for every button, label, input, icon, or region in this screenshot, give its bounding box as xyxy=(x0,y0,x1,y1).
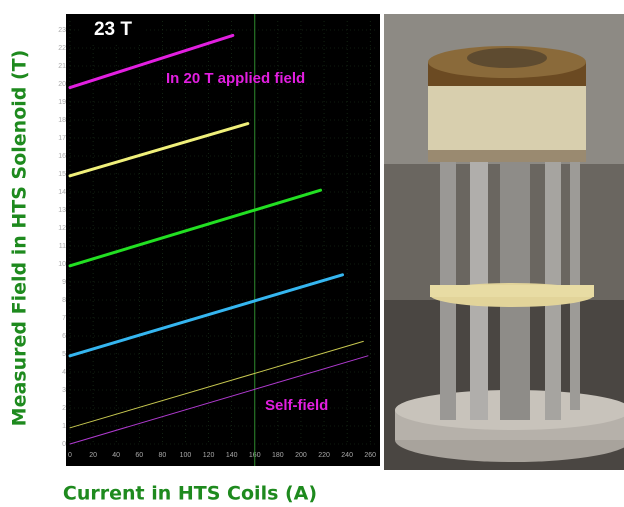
y-tick-label: 17 xyxy=(58,135,66,142)
annotation: 23 T xyxy=(94,19,132,40)
series-line xyxy=(68,188,323,268)
series-line xyxy=(69,355,369,445)
plot-background xyxy=(66,14,380,466)
y-axis-title: Measured Field in HTS Solenoid (T) xyxy=(9,50,31,427)
annotation-box xyxy=(80,14,146,44)
y-tick-label: 1 xyxy=(62,423,66,430)
annotation: Self-field xyxy=(265,397,328,414)
x-tick-label: 20 xyxy=(89,452,97,459)
x-tick-label: 200 xyxy=(295,452,307,459)
series-line xyxy=(68,33,235,90)
y-tick-label: 11 xyxy=(59,243,66,250)
y-tick-label: 22 xyxy=(58,45,66,52)
x-tick-label: 120 xyxy=(203,452,215,459)
y-tick-label: 12 xyxy=(58,225,66,232)
series-line xyxy=(69,340,364,429)
y-tick-label: 13 xyxy=(58,207,66,214)
x-tick-label: 60 xyxy=(135,452,143,459)
x-tick-label: 180 xyxy=(272,452,284,459)
x-tick-label: 220 xyxy=(318,452,330,459)
x-axis-title: Current in HTS Coils (A) xyxy=(63,483,317,505)
y-tick-label: 7 xyxy=(62,315,66,322)
annotation: In 20 T applied field xyxy=(166,70,305,87)
y-tick-label: 4 xyxy=(62,369,66,376)
y-tick-label: 3 xyxy=(62,387,66,394)
y-tick-label: 23 xyxy=(58,27,66,34)
x-tick-label: 100 xyxy=(180,452,192,459)
y-tick-label: 15 xyxy=(58,171,66,178)
x-tick-label: 40 xyxy=(112,452,120,459)
y-tick-label: 0 xyxy=(62,441,66,448)
y-tick-label: 5 xyxy=(62,351,66,358)
x-tick-label: 240 xyxy=(341,452,353,459)
y-tick-label: 18 xyxy=(58,117,66,124)
series-line xyxy=(68,122,250,178)
x-tick-label: 0 xyxy=(68,452,72,459)
y-tick-label: 14 xyxy=(58,189,66,196)
y-tick-label: 16 xyxy=(58,153,66,160)
series-line xyxy=(68,273,345,358)
y-tick-label: 21 xyxy=(58,63,66,70)
x-tick-label: 260 xyxy=(364,452,376,459)
x-tick-label: 140 xyxy=(226,452,238,459)
photo xyxy=(384,14,624,470)
y-tick-label: 20 xyxy=(58,81,66,88)
y-tick-label: 2 xyxy=(62,405,66,412)
x-tick-label: 80 xyxy=(158,452,166,459)
y-tick-label: 9 xyxy=(62,279,66,286)
y-tick-label: 6 xyxy=(62,333,66,340)
y-tick-label: 19 xyxy=(58,99,66,106)
y-tick-label: 8 xyxy=(62,297,66,304)
y-tick-label: 10 xyxy=(58,261,66,268)
